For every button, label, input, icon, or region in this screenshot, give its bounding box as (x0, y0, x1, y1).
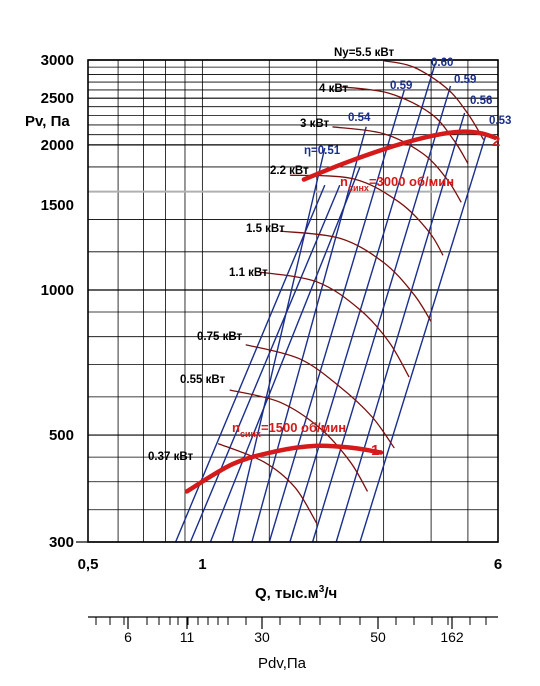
pdv-axis-label: Pdv,Па (258, 655, 307, 672)
fan-speed-label: nсинх=1500 об/мин (232, 420, 346, 439)
pdv-tick-label: 162 (440, 629, 464, 645)
x-tick-label: 6 (494, 556, 502, 573)
fan-curve (184, 443, 384, 494)
fan-speed-label: nсинх=3000 об/мин (340, 174, 454, 193)
power-curve (383, 60, 485, 141)
fan-curve-number: 1 (371, 442, 379, 459)
pdv-tick-label: 6 (124, 629, 132, 645)
power-curve-label: 0.37 кВт (148, 451, 193, 463)
plot-border (87, 59, 499, 543)
power-curve-label: 0.75 кВт (197, 331, 242, 343)
power-curve-label: 0.55 кВт (180, 374, 225, 386)
y-tick-label: 1500 (41, 197, 74, 214)
x-axis-label: Q, тыс.м3/ч (255, 584, 337, 602)
power-curve (217, 442, 318, 524)
efficiency-line (174, 184, 326, 543)
chart-labels: 3000 2500 2000 1500 1000 500 300 Pv, Па 0,5 1 6 Q, … (25, 47, 511, 602)
power-curves (217, 60, 485, 524)
efficiency-line (231, 147, 326, 543)
efficiency-label: 0.59 (454, 74, 476, 86)
efficiency-line (335, 112, 466, 543)
power-curve (257, 271, 410, 378)
efficiency-line (289, 63, 436, 543)
efficiency-label: η=0.51 (304, 145, 341, 157)
power-curve (279, 230, 432, 322)
x-tick-label: 1 (198, 556, 206, 573)
pdv-tick-label: 50 (370, 629, 386, 645)
y-tick-label: 1000 (41, 282, 74, 299)
y-tick-label: 2500 (41, 90, 74, 107)
power-curve-label: Ny=5.5 кВт (334, 47, 395, 59)
efficiency-label: 0.56 (470, 95, 492, 107)
plot-frame (87, 59, 499, 543)
power-curve-label: 3 кВт (300, 118, 329, 130)
efficiency-label: 0.54 (348, 112, 371, 124)
efficiency-label: 0.59 (390, 80, 412, 92)
pdv-axis: 6 11 30 50 162 Pdv,Па (88, 616, 498, 672)
x-tick-label: 0,5 (78, 556, 99, 573)
power-curve-label: 4 кВт (319, 83, 348, 95)
efficiency-lines (174, 63, 488, 543)
efficiency-line (268, 89, 405, 543)
efficiency-line (189, 184, 341, 543)
power-curve (339, 86, 469, 164)
y-tick-label: 3000 (41, 52, 74, 69)
y-tick-label: 300 (49, 534, 74, 551)
efficiency-label: 0.53 (489, 115, 511, 127)
efficiency-line (311, 85, 452, 543)
power-curve-label: 1.5 кВт (246, 223, 285, 235)
pdv-tick-label: 11 (180, 629, 195, 645)
power-curve (229, 389, 369, 492)
power-curve (332, 126, 462, 203)
efficiency-line (359, 132, 488, 543)
efficiency-line (251, 126, 367, 543)
y-axis-label: Pv, Па (25, 113, 70, 130)
power-curve (245, 344, 395, 449)
y-tick-label: 500 (49, 427, 74, 444)
power-curve-label: 1.1 кВт (229, 267, 268, 279)
y-tick-label: 2000 (41, 137, 74, 154)
power-curve (289, 174, 444, 256)
fan-curve-number: 2 (492, 133, 500, 150)
pdv-tick-label: 30 (254, 629, 270, 645)
power-curve-label: 2.2 кВт (270, 165, 309, 177)
fan-curves (184, 129, 498, 494)
efficiency-label: 0.60 (431, 57, 453, 69)
fan-curve (301, 129, 498, 182)
